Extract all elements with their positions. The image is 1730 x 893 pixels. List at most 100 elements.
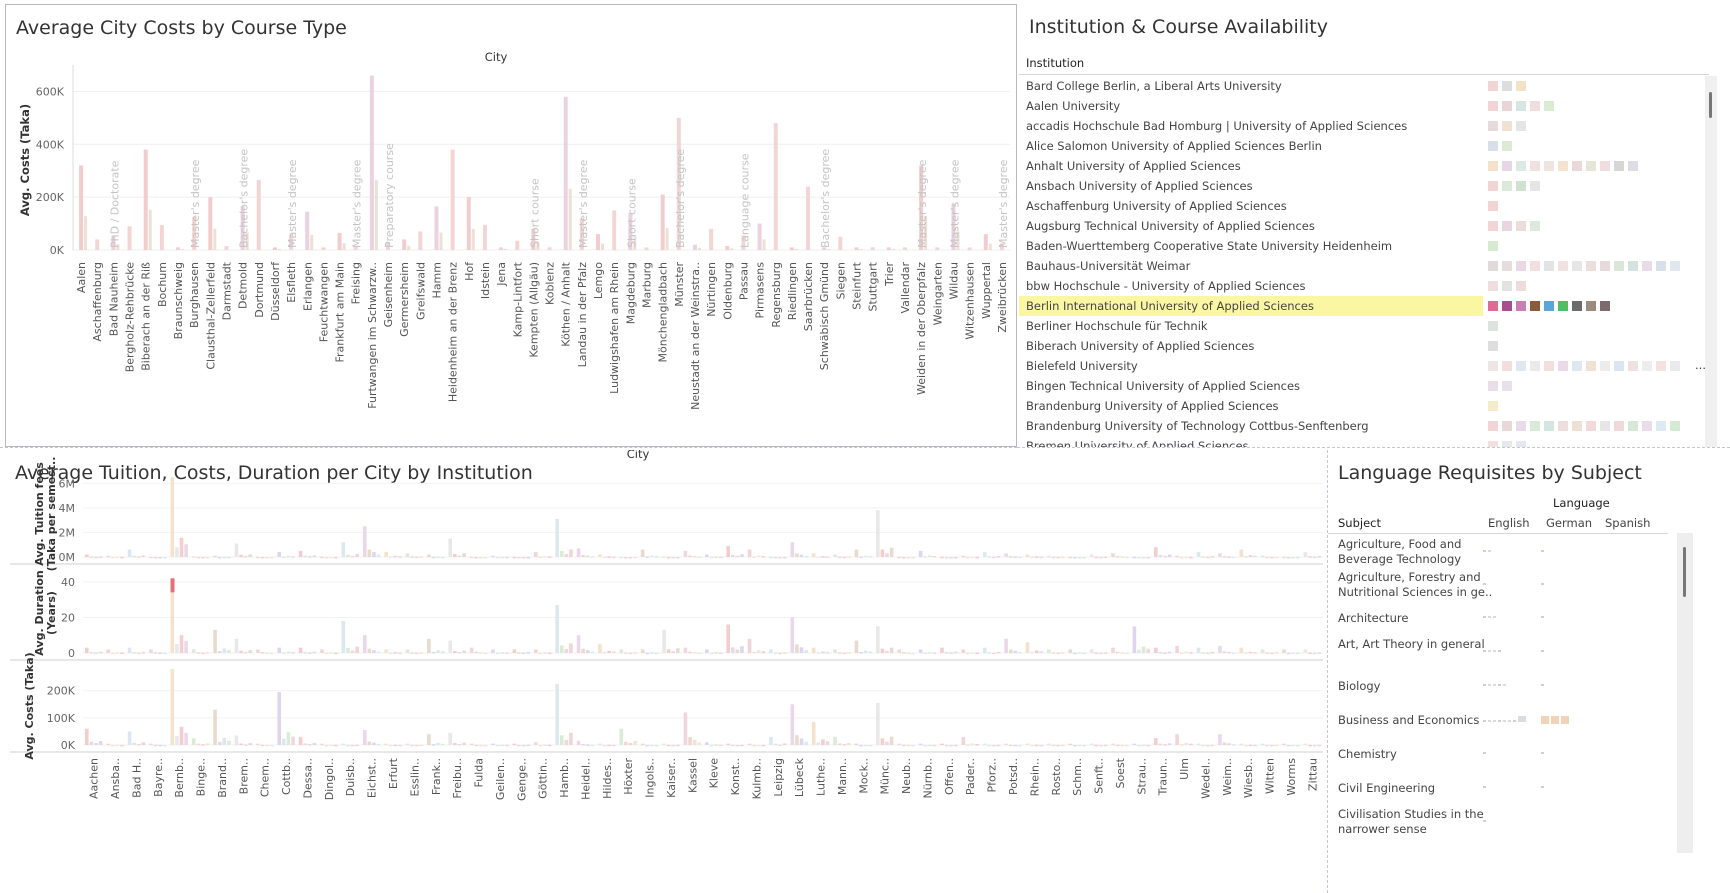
course-cell[interactable] [1502,81,1512,91]
subject-column-header[interactable]: Subject [1338,516,1381,530]
course-cell[interactable] [1642,261,1652,271]
course-cell[interactable] [1614,261,1624,271]
course-cell[interactable] [1544,101,1554,111]
language-mark[interactable] [1483,752,1486,754]
course-cell[interactable] [1628,361,1638,371]
course-cell[interactable] [1530,221,1540,231]
language-mark[interactable] [1488,616,1491,618]
subject-row[interactable]: Civil Engineering [1328,770,1670,804]
course-cell[interactable] [1502,421,1512,431]
institution-row[interactable]: Biberach University of Applied Sciences [1019,336,1705,356]
course-cell[interactable] [1572,421,1582,431]
course-cell[interactable] [1628,261,1638,271]
course-cell[interactable] [1516,81,1526,91]
course-cell[interactable] [1488,141,1498,151]
course-cell[interactable] [1614,361,1624,371]
course-cell[interactable] [1558,161,1568,171]
course-cell[interactable] [1656,421,1666,431]
course-cell[interactable] [1558,421,1568,431]
language-mark[interactable] [1488,650,1491,652]
course-cell[interactable] [1530,161,1540,171]
institution-row[interactable]: Bard College Berlin, a Liberal Arts Univ… [1019,76,1705,96]
institution-row[interactable]: Ansbach University of Applied Sciences [1019,176,1705,196]
course-cell[interactable] [1516,441,1526,447]
course-cell[interactable] [1586,361,1596,371]
institution-column-header[interactable]: Institution [1026,56,1085,70]
course-cell[interactable] [1600,261,1610,271]
course-cell[interactable] [1488,421,1498,431]
course-cell[interactable] [1502,441,1512,447]
course-cell[interactable] [1502,121,1512,131]
course-cell[interactable] [1600,161,1610,171]
language-mark[interactable] [1541,583,1544,585]
language-mark[interactable] [1518,716,1526,722]
language-mark[interactable] [1483,786,1486,788]
course-cell[interactable] [1488,221,1498,231]
course-cell[interactable] [1544,301,1554,311]
language-mark[interactable] [1493,720,1496,722]
more-icon[interactable]: … [1695,359,1705,372]
scrollbar-thumb[interactable] [1709,92,1712,118]
course-cell[interactable] [1516,361,1526,371]
subject-row[interactable]: Art, Art Theory in general [1328,634,1670,668]
course-cell[interactable] [1586,421,1596,431]
course-cell[interactable] [1558,361,1568,371]
course-cell[interactable] [1572,161,1582,171]
course-cell[interactable] [1530,301,1540,311]
subject-row[interactable]: Agriculture, Food and Beverage Technolog… [1328,534,1670,567]
course-cell[interactable] [1488,101,1498,111]
course-cell[interactable] [1488,201,1498,211]
institution-row[interactable]: Brandenburg University of Technology Cot… [1019,416,1705,436]
language-mark[interactable] [1541,616,1544,618]
course-cell[interactable] [1516,121,1526,131]
language-mark[interactable] [1483,583,1486,585]
language-mark[interactable] [1508,720,1511,722]
language-mark[interactable] [1541,752,1544,754]
course-cell[interactable] [1614,421,1624,431]
spanish-column-header[interactable]: Spanish [1605,516,1651,530]
institution-row[interactable]: Bauhaus-Universität Weimar [1019,256,1705,276]
institution-row[interactable]: Baden-Wuerttemberg Cooperative State Uni… [1019,236,1705,256]
course-cell[interactable] [1614,161,1624,171]
course-cell[interactable] [1544,261,1554,271]
course-cell[interactable] [1502,281,1512,291]
course-cell[interactable] [1502,141,1512,151]
institution-row[interactable]: bbw Hochschule - University of Applied S… [1019,276,1705,296]
course-cell[interactable] [1502,261,1512,271]
course-cell[interactable] [1670,261,1680,271]
course-cell[interactable] [1488,121,1498,131]
subject-row[interactable]: Chemistry [1328,736,1670,770]
subject-row[interactable]: Civilisation Studies in the narrower sen… [1328,804,1670,838]
institution-row[interactable]: Alice Salomon University of Applied Scie… [1019,136,1705,156]
language-mark[interactable] [1513,720,1516,722]
course-cell[interactable] [1558,301,1568,311]
course-cell[interactable] [1516,301,1526,311]
course-cell[interactable] [1502,101,1512,111]
course-cell[interactable] [1488,381,1498,391]
course-cell[interactable] [1502,181,1512,191]
language-mark[interactable] [1493,616,1496,618]
course-cell[interactable] [1488,441,1498,447]
language-mark[interactable] [1488,684,1491,686]
institution-row[interactable]: Bielefeld University… [1019,356,1705,376]
institution-row[interactable]: Aalen University [1019,96,1705,116]
language-mark[interactable] [1503,720,1506,722]
language-mark[interactable] [1483,720,1486,722]
course-cell[interactable] [1586,261,1596,271]
course-cell[interactable] [1502,381,1512,391]
language-mark[interactable] [1493,684,1496,686]
course-cell[interactable] [1502,301,1512,311]
subject-scrollbar[interactable] [1677,533,1693,853]
language-mark[interactable] [1541,684,1544,686]
subject-row[interactable]: Biology [1328,668,1670,702]
scrollbar-thumb[interactable] [1683,547,1686,597]
course-cell[interactable] [1586,161,1596,171]
course-cell[interactable] [1516,221,1526,231]
course-cell[interactable] [1600,301,1610,311]
course-cell[interactable] [1558,261,1568,271]
subject-row[interactable]: Business and Economics [1328,702,1670,736]
course-cell[interactable] [1656,261,1666,271]
institution-row[interactable]: Bingen Technical University of Applied S… [1019,376,1705,396]
language-mark[interactable] [1483,550,1486,552]
course-cell[interactable] [1530,421,1540,431]
